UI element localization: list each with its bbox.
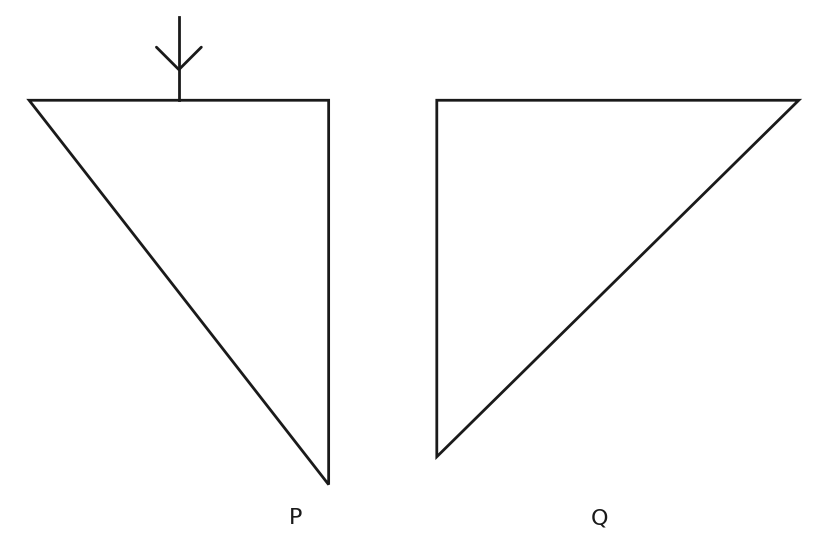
Text: P: P: [289, 508, 302, 528]
Text: Q: Q: [590, 508, 608, 528]
